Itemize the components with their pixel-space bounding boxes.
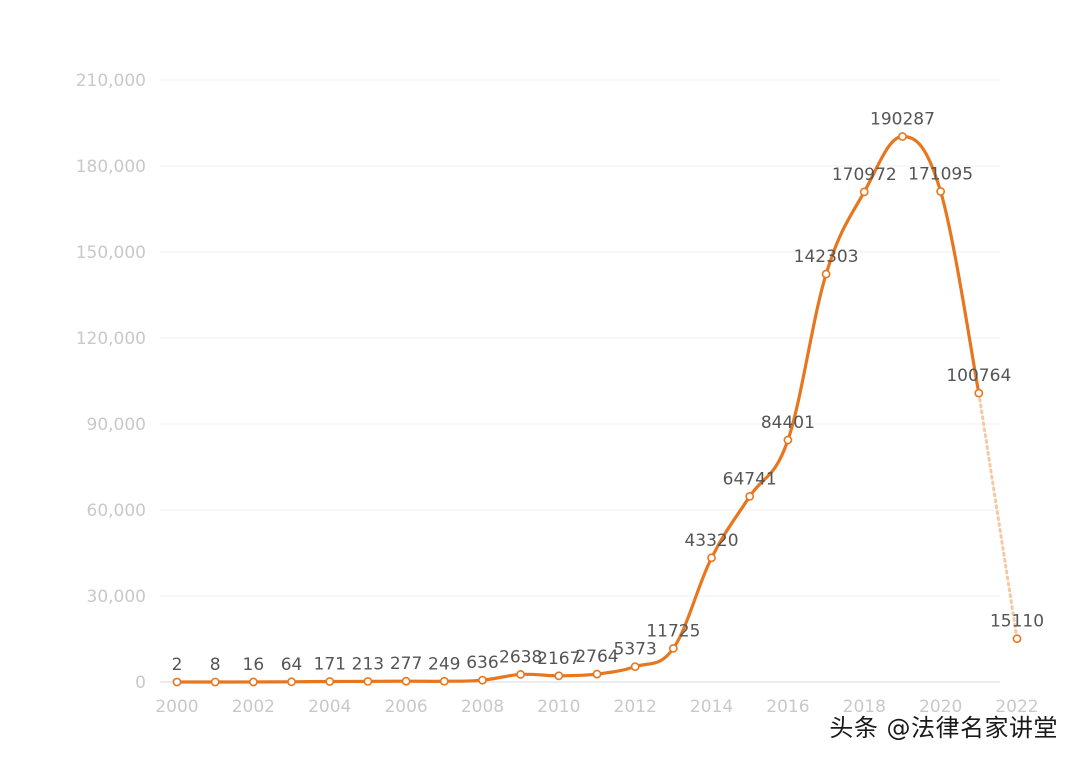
data-label: 100764 bbox=[946, 366, 1011, 386]
data-point bbox=[554, 671, 564, 681]
x-tick-label: 2010 bbox=[537, 697, 580, 717]
x-tick-label: 2008 bbox=[461, 697, 504, 717]
data-point bbox=[248, 677, 258, 687]
data-point bbox=[745, 492, 755, 501]
data-points bbox=[172, 132, 1022, 687]
data-label: 16 bbox=[243, 655, 265, 675]
x-tick-label: 2022 bbox=[995, 697, 1038, 717]
y-tick-label: 0 bbox=[135, 673, 146, 693]
data-point bbox=[859, 187, 869, 197]
data-point bbox=[898, 132, 907, 141]
y-tick-label: 180,000 bbox=[76, 157, 146, 177]
grid-lines bbox=[160, 79, 1000, 683]
data-label: 84401 bbox=[761, 413, 815, 433]
data-point bbox=[1012, 634, 1022, 644]
data-label: 2 bbox=[172, 655, 183, 675]
data-label: 43320 bbox=[684, 531, 738, 551]
data-label: 213 bbox=[352, 654, 384, 674]
data-point bbox=[210, 677, 220, 687]
data-label: 171095 bbox=[908, 165, 973, 185]
data-label: 2764 bbox=[575, 647, 618, 667]
y-tick-label: 30,000 bbox=[87, 587, 146, 607]
x-tick-label: 2012 bbox=[614, 697, 657, 717]
data-point bbox=[401, 676, 411, 686]
data-point bbox=[974, 388, 984, 398]
data-label: 5373 bbox=[614, 640, 657, 660]
data-point bbox=[707, 553, 716, 563]
data-point bbox=[821, 269, 831, 279]
data-point bbox=[936, 187, 946, 196]
y-tick-label: 210,000 bbox=[76, 71, 146, 91]
data-point bbox=[516, 670, 526, 679]
data-label: 64741 bbox=[723, 469, 777, 489]
data-point bbox=[668, 643, 678, 653]
series-lines bbox=[175, 134, 1019, 684]
x-tick-label: 2000 bbox=[155, 697, 198, 717]
y-tick-label: 60,000 bbox=[87, 501, 146, 521]
data-point bbox=[478, 675, 487, 685]
data-label: 11725 bbox=[646, 621, 700, 641]
y-tick-label: 150,000 bbox=[76, 243, 146, 263]
data-label: 8 bbox=[210, 655, 221, 675]
x-tick-label: 2020 bbox=[919, 697, 962, 717]
data-label: 2638 bbox=[499, 647, 542, 667]
data-point bbox=[325, 677, 335, 686]
y-tick-label: 120,000 bbox=[76, 329, 146, 349]
data-label: 170972 bbox=[832, 165, 897, 185]
x-axis-ticks: 2000 2002 2004 2006 2008 2010 2012 2014 2016 2018… bbox=[155, 697, 1038, 717]
series-line bbox=[175, 134, 981, 684]
data-label: 171 bbox=[314, 655, 346, 675]
data-label: 249 bbox=[428, 654, 460, 674]
data-label: 277 bbox=[390, 654, 422, 674]
x-tick-label: 2004 bbox=[308, 697, 351, 717]
data-labels: 2 8 16 64 171 213 277 249 636 2638216727645373117… bbox=[172, 110, 1044, 675]
y-axis-ticks: 0 30,000 60,000 90,000 120,000 150,000 180,000… bbox=[76, 71, 146, 693]
y-tick-label: 90,000 bbox=[87, 415, 146, 435]
projection-line bbox=[977, 391, 1019, 641]
data-point bbox=[439, 676, 449, 686]
data-label: 190287 bbox=[870, 110, 935, 130]
data-point bbox=[783, 435, 793, 445]
data-label: 142303 bbox=[794, 247, 859, 267]
x-tick-label: 2006 bbox=[384, 697, 427, 717]
x-tick-label: 2016 bbox=[766, 697, 809, 717]
data-point bbox=[592, 669, 602, 679]
x-tick-label: 2014 bbox=[690, 697, 733, 717]
watermark: 头条 @法律名家讲堂 bbox=[829, 714, 1058, 742]
data-label: 15110 bbox=[990, 612, 1044, 632]
x-tick-label: 2018 bbox=[843, 697, 886, 717]
data-point bbox=[630, 662, 640, 671]
x-tick-label: 2002 bbox=[232, 697, 275, 717]
data-label: 2167 bbox=[537, 649, 580, 669]
data-point bbox=[172, 677, 182, 687]
data-point bbox=[363, 676, 373, 686]
data-point bbox=[287, 677, 296, 687]
data-label: 64 bbox=[281, 655, 303, 675]
data-label: 636 bbox=[466, 653, 498, 673]
